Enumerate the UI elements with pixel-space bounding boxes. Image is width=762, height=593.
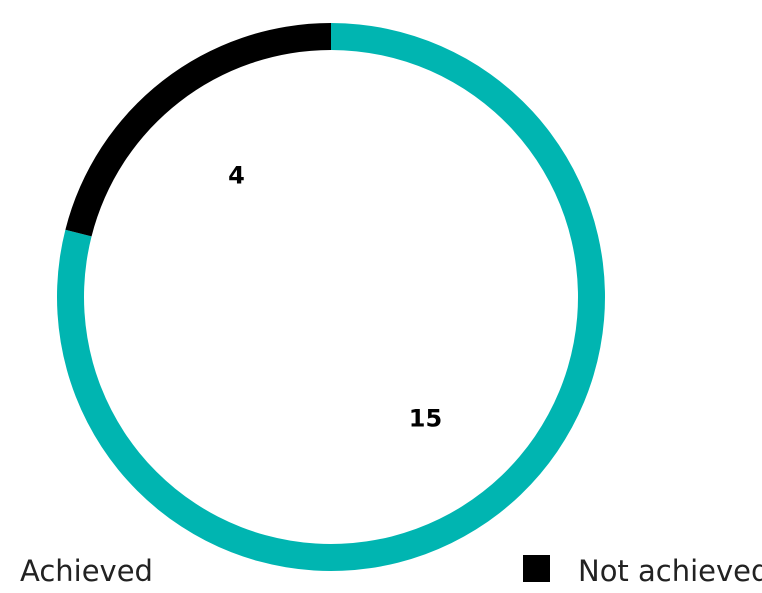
data-label-not-achieved: 4 bbox=[228, 162, 245, 190]
legend-label-not-achieved: Not achieved bbox=[578, 554, 762, 588]
slice-labels: 15 4 bbox=[228, 162, 442, 433]
legend: Achieved Not achieved bbox=[20, 554, 762, 588]
donut-slices bbox=[57, 23, 606, 571]
legend-swatch-not-achieved bbox=[523, 555, 550, 582]
data-label-achieved: 15 bbox=[409, 404, 442, 432]
slice-not-achieved bbox=[65, 23, 331, 237]
legend-label-achieved: Achieved bbox=[20, 554, 153, 588]
